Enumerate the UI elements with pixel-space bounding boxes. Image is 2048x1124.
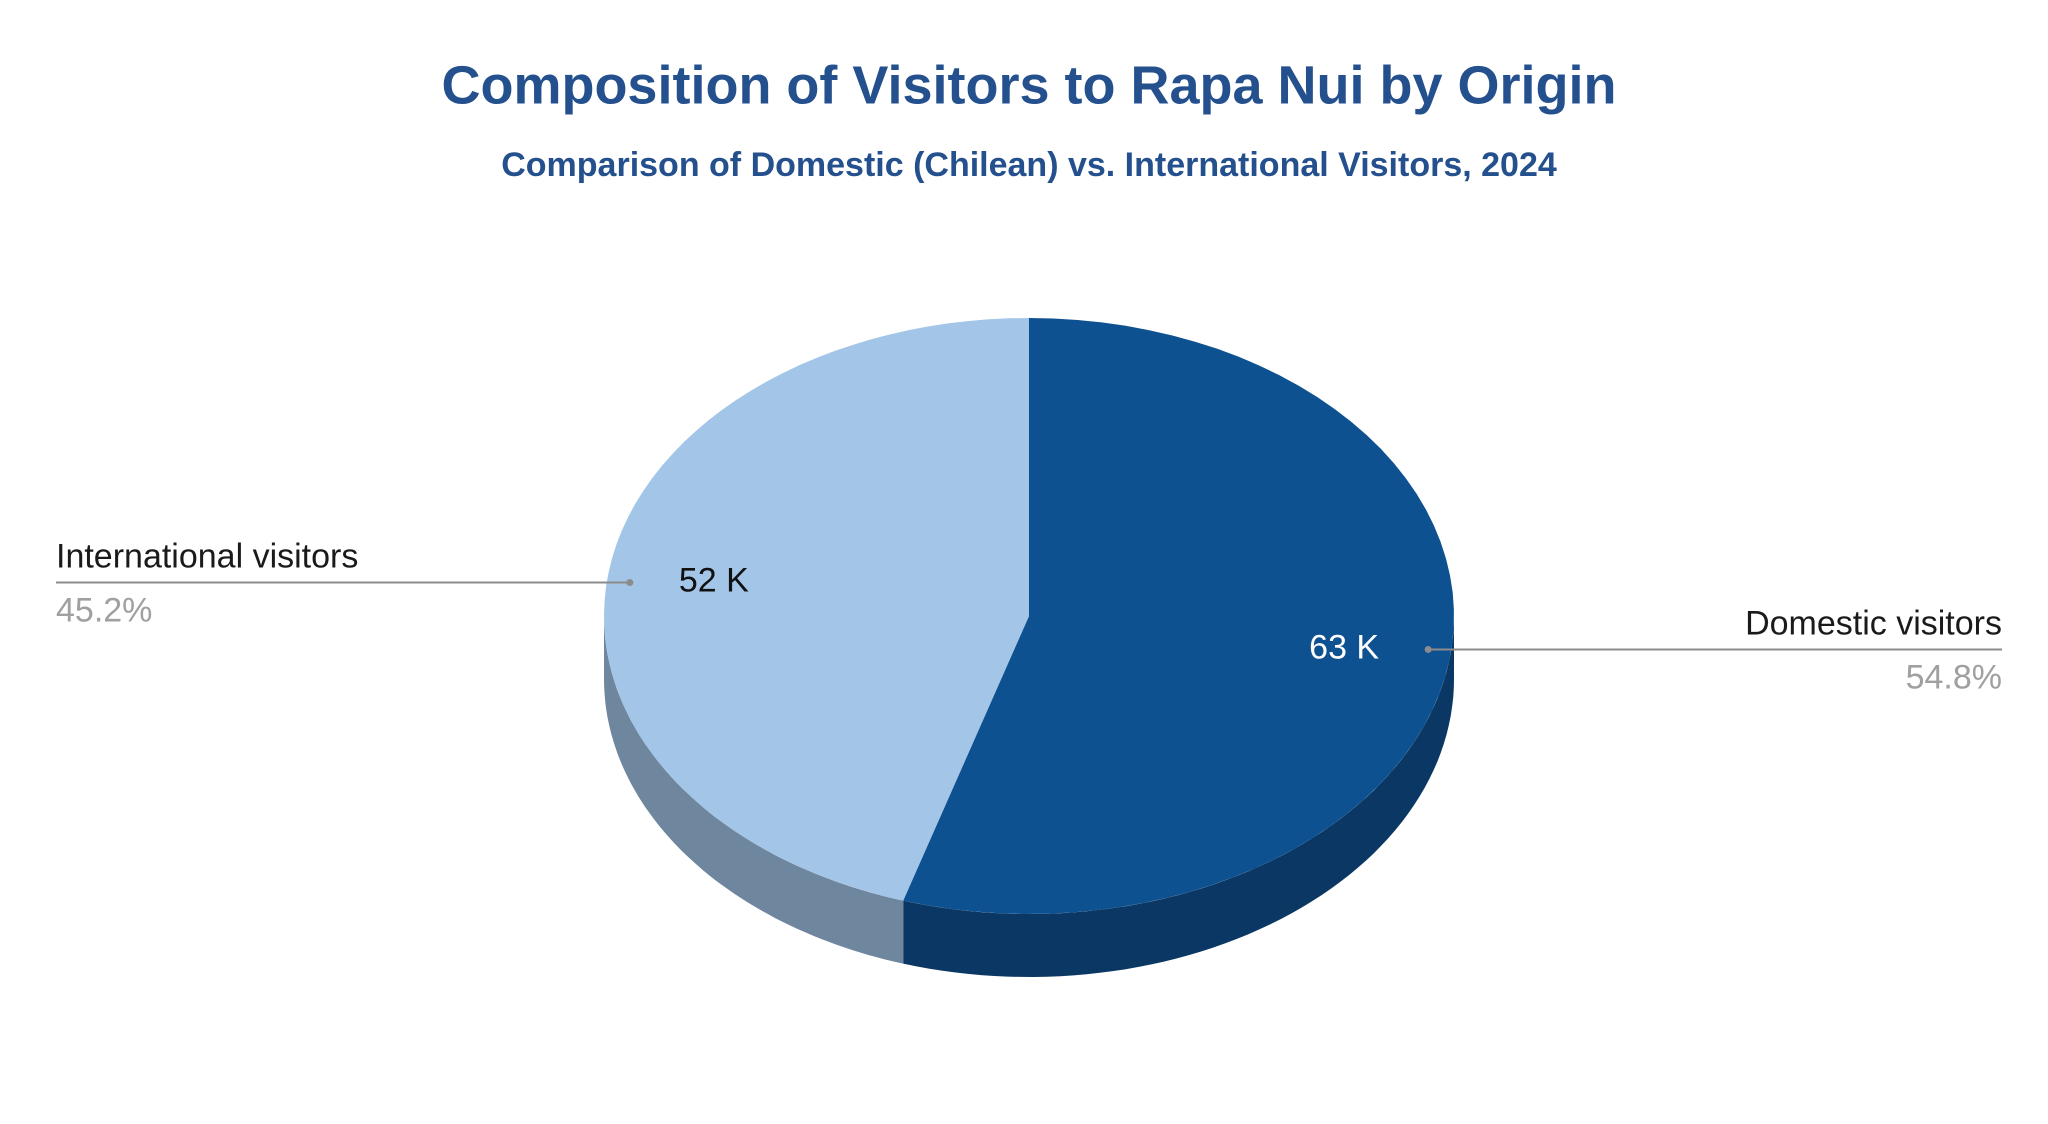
percent-label: 54.8%: [1906, 658, 2002, 696]
leader-dot: [1424, 645, 1432, 653]
chart-title: Composition of Visitors to Rapa Nui by O…: [441, 55, 1616, 115]
slice: [604, 318, 1029, 901]
category-label: International visitors: [56, 538, 358, 576]
leader-dot: [626, 579, 634, 587]
category-label: Domestic visitors: [1745, 604, 2002, 642]
slice-side: [903, 616, 1454, 977]
chart-subtitle: Comparison of Domestic (Chilean) vs. Int…: [501, 146, 1557, 184]
value-label: 63 K: [1309, 628, 1379, 666]
slice: [903, 318, 1454, 914]
percent-label: 45.2%: [56, 592, 152, 630]
value-label: 52 K: [679, 562, 749, 600]
slice-side: [604, 616, 904, 964]
